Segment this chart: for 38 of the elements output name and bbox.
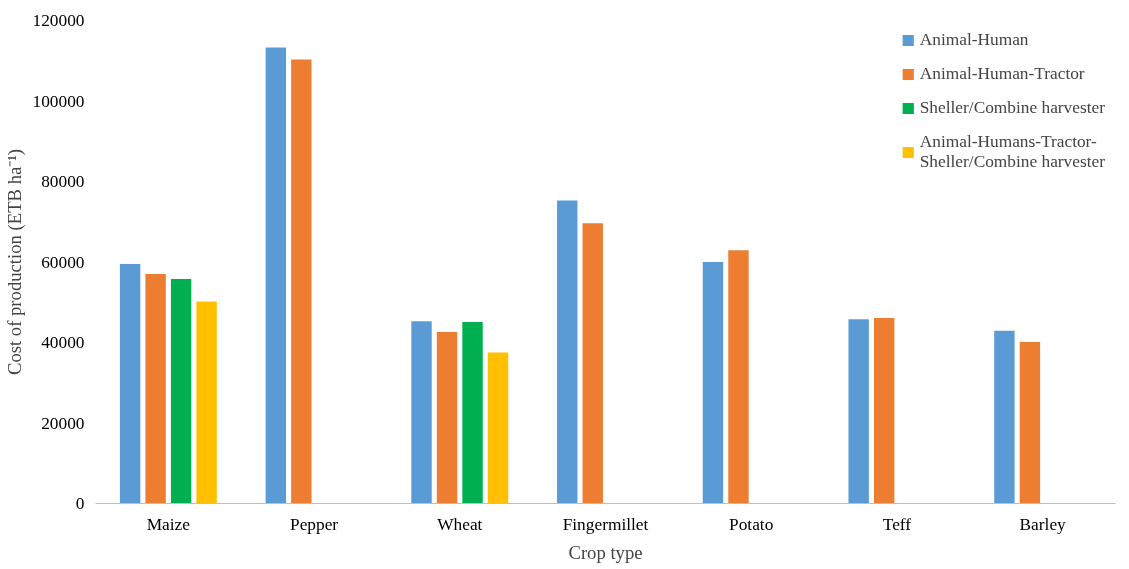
x-tick-label: Wheat [437, 514, 483, 534]
y-tick-label: 80000 [41, 172, 85, 191]
x-tick-label: Teff [882, 514, 912, 534]
y-tick-label: 60000 [41, 252, 85, 272]
legend-label: Animal-Human [919, 30, 1029, 50]
bar [462, 321, 483, 504]
bar [728, 250, 749, 504]
x-tick-label: Pepper [290, 514, 339, 534]
bar [1019, 342, 1041, 504]
y-tick-label: 40000 [41, 333, 85, 352]
bar [265, 47, 287, 504]
bar [145, 274, 166, 504]
x-tick-label: Maize [146, 514, 191, 534]
bar [196, 301, 217, 504]
bar [582, 223, 603, 504]
legend-label: Animal-Humans-Tractor-Sheller/Combine harvester [919, 132, 1105, 172]
y-tick-label: 20000 [41, 413, 85, 433]
bar [994, 330, 1015, 504]
x-axis-title: Crop type [568, 541, 643, 563]
bar [487, 352, 509, 504]
y-tick-label: 0 [75, 494, 85, 513]
bar [873, 317, 895, 504]
bar [436, 332, 458, 504]
bar [170, 278, 192, 504]
bar [848, 319, 869, 504]
bar [119, 264, 141, 504]
y-tick-label: 100000 [32, 91, 85, 111]
bar [291, 59, 312, 504]
x-tick-label: Potato [729, 514, 774, 534]
bar [411, 321, 432, 504]
legend-label: Animal-Human-Tractor [919, 64, 1085, 84]
legend-label: Sheller/Combine harvester [919, 98, 1105, 118]
x-tick-label: Fingermillet [562, 514, 649, 534]
bar [557, 200, 578, 504]
y-axis-title: Cost of production (ETB ha⁻¹) [3, 148, 26, 376]
x-tick-label: Barley [1019, 514, 1067, 534]
y-tick-label: 120000 [32, 11, 85, 30]
bar [702, 262, 724, 504]
